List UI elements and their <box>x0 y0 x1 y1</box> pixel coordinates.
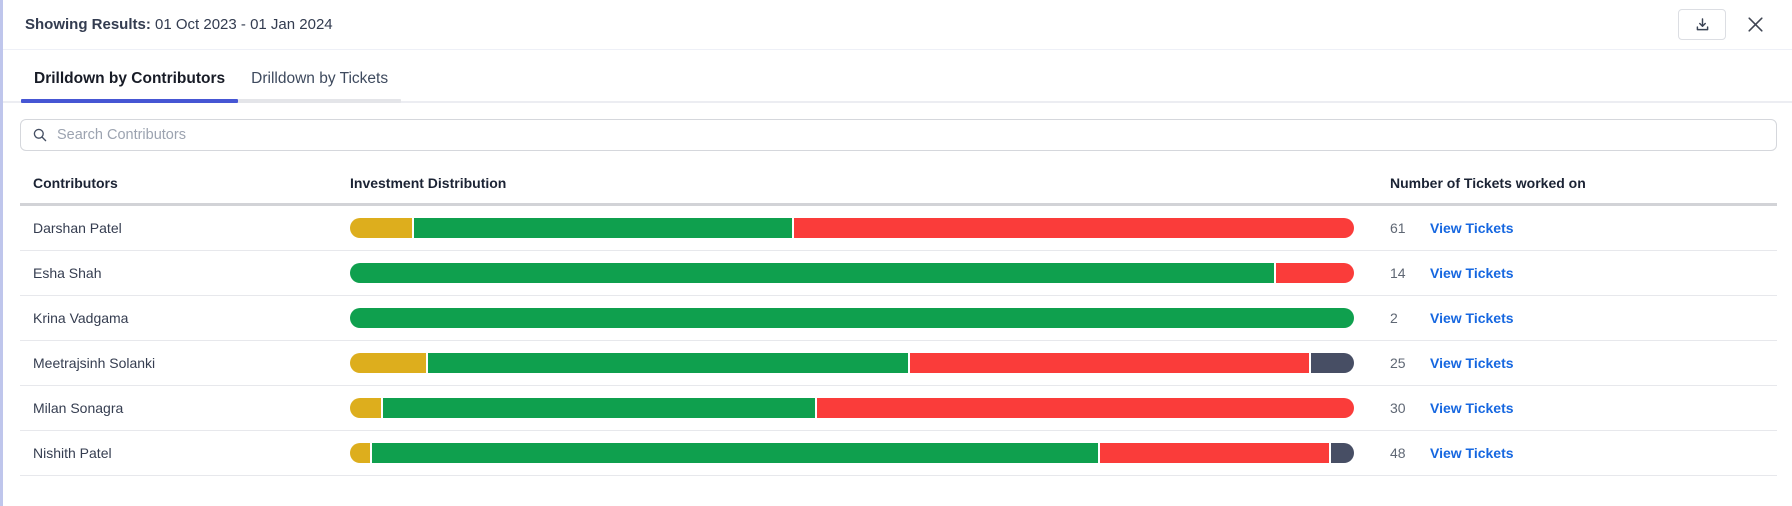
bar-segment-red <box>1099 443 1330 463</box>
download-button[interactable] <box>1678 9 1726 40</box>
contributor-name: Milan Sonagra <box>33 400 124 416</box>
showing-results-text: Showing Results: 01 Oct 2023 - 01 Jan 20… <box>25 16 333 33</box>
investment-distribution-bar <box>350 398 1354 418</box>
table-row: Esha Shah 14 View Tickets <box>20 251 1777 296</box>
tickets-count: 61 <box>1390 220 1406 236</box>
bar-segment-yellow <box>350 218 412 238</box>
column-header-investment-distribution: Investment Distribution <box>350 175 507 191</box>
header-actions <box>1678 9 1768 40</box>
bar-segment-dark <box>1331 443 1354 463</box>
bar-segment-dark <box>1311 353 1355 373</box>
showing-results-label: Showing Results: <box>25 16 151 33</box>
investment-distribution-bar <box>350 353 1355 373</box>
contributor-name: Nishith Patel <box>33 445 112 461</box>
tab-drilldown-by-contributors[interactable]: Drilldown by Contributors <box>21 62 239 103</box>
tickets-count: 14 <box>1390 265 1406 281</box>
tickets-count: 30 <box>1390 400 1406 416</box>
view-tickets-link[interactable]: View Tickets <box>1430 265 1514 281</box>
close-icon <box>1745 14 1766 35</box>
tab-drilldown-by-tickets[interactable]: Drilldown by Tickets <box>238 62 402 103</box>
bar-segment-yellow <box>350 443 370 463</box>
search-icon <box>32 127 48 143</box>
tab-bar: Drilldown by Contributors Drilldown by T… <box>3 62 1792 103</box>
contributor-name: Esha Shah <box>33 265 102 281</box>
investment-distribution-bar <box>350 443 1354 463</box>
bar-segment-red <box>793 218 1354 238</box>
tickets-count: 25 <box>1390 355 1406 371</box>
table-body: Darshan Patel 61 View Tickets Esha Shah 14 Vi… <box>20 206 1777 476</box>
table-header-row: Contributors Investment Distribution Num… <box>20 151 1777 206</box>
column-header-contributors: Contributors <box>33 175 118 191</box>
view-tickets-link[interactable]: View Tickets <box>1430 445 1514 461</box>
bar-segment-yellow <box>350 398 381 418</box>
contributor-name: Meetrajsinh Solanki <box>33 355 156 371</box>
bar-segment-green <box>371 443 1098 463</box>
close-button[interactable] <box>1742 12 1768 38</box>
column-header-number-of-tickets: Number of Tickets worked on <box>1390 175 1586 191</box>
table-row: Milan Sonagra 30 View Tickets <box>20 386 1777 431</box>
bar-segment-green <box>427 353 908 373</box>
view-tickets-link[interactable]: View Tickets <box>1430 220 1514 236</box>
date-range: 01 Oct 2023 - 01 Jan 2024 <box>155 16 333 33</box>
search-box <box>20 119 1777 151</box>
contributor-name: Darshan Patel <box>33 220 122 236</box>
download-icon <box>1694 16 1711 33</box>
table-row: Darshan Patel 61 View Tickets <box>20 206 1777 251</box>
table-row: Krina Vadgama 2 View Tickets <box>20 296 1777 341</box>
bar-segment-green <box>413 218 792 238</box>
bar-segment-red <box>1275 263 1354 283</box>
tickets-count: 48 <box>1390 445 1406 461</box>
search-input[interactable] <box>57 127 1765 143</box>
investment-distribution-bar <box>350 218 1354 238</box>
view-tickets-link[interactable]: View Tickets <box>1430 400 1514 416</box>
bar-segment-green <box>382 398 815 418</box>
table-row: Meetrajsinh Solanki 25 View Tickets <box>20 341 1777 386</box>
bar-segment-green <box>350 308 1354 328</box>
bar-segment-red <box>909 353 1310 373</box>
tickets-count: 2 <box>1390 310 1398 326</box>
table-row: Nishith Patel 48 View Tickets <box>20 431 1777 476</box>
bar-segment-green <box>350 263 1274 283</box>
contributor-name: Krina Vadgama <box>33 310 129 326</box>
view-tickets-link[interactable]: View Tickets <box>1430 355 1514 371</box>
investment-distribution-bar <box>350 263 1354 283</box>
contributors-table: Contributors Investment Distribution Num… <box>20 151 1777 476</box>
bar-segment-yellow <box>350 353 426 373</box>
modal-header: Showing Results: 01 Oct 2023 - 01 Jan 20… <box>3 0 1792 50</box>
view-tickets-link[interactable]: View Tickets <box>1430 310 1514 326</box>
investment-distribution-bar <box>350 308 1354 328</box>
bar-segment-red <box>816 398 1354 418</box>
